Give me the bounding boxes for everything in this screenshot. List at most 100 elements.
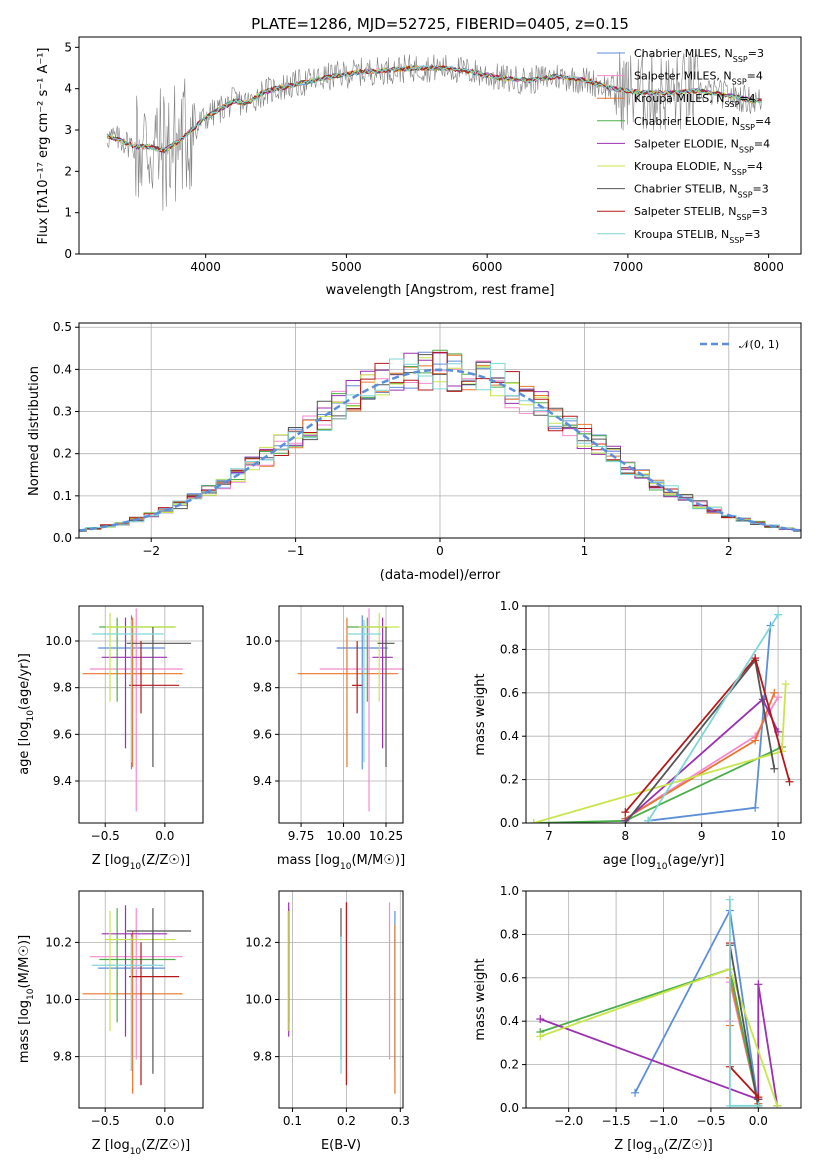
x-axis-label: (data-model)/error xyxy=(380,568,501,583)
x-tick-label: −0.5 xyxy=(696,1114,725,1128)
legend-label: Salpeter ELODIE, NSSP=4 xyxy=(634,137,770,154)
y-tick-label: 0.6 xyxy=(500,971,519,985)
x-axis-label: wavelength [Angstrom, rest frame] xyxy=(326,283,555,298)
x-axis-label: mass [log10(M/M☉)] xyxy=(277,853,405,872)
x-tick-label: 10.25 xyxy=(369,829,403,843)
mass-ebv-plot xyxy=(279,891,403,1108)
mass-ebv-panel: 0.1 0.2 0.3 9.8 10.0 10.2 E(B-V) xyxy=(245,890,410,1153)
axes-frame xyxy=(78,322,802,539)
y-tick-label: 0.0 xyxy=(500,816,519,830)
weight-line xyxy=(539,967,760,1106)
mass-Z-panel: −0.5 0.0 9.8 10.0 10.2 Z [log10(Z/Z☉)] mass [l… xyxy=(17,890,204,1157)
figure-panels: 4000 5000 6000 7000 8000 0 1 2 3 4 5 Chabrier MILES… xyxy=(17,36,802,1157)
y-tick-label: 2 xyxy=(64,164,72,178)
y-tick-label: 10.2 xyxy=(45,935,72,949)
x-tick-label: −0.5 xyxy=(91,1114,120,1128)
y-tick-label: 0.8 xyxy=(500,642,519,656)
mass-Z-plot xyxy=(79,891,203,1108)
y-tick-label: 0.8 xyxy=(500,927,519,941)
legend-label: Kroupa ELODIE, NSSP=4 xyxy=(634,160,763,177)
y-tick-label: 0.3 xyxy=(53,405,72,419)
y-tick-label: 3 xyxy=(64,123,72,137)
axes-frame xyxy=(78,36,802,255)
x-tick-label: −0.5 xyxy=(91,829,120,843)
y-tick-label: 9.8 xyxy=(253,1050,272,1064)
x-axis-label: Z [log10(Z/Z☉)] xyxy=(92,853,190,872)
age-Z-plot xyxy=(79,606,203,823)
y-tick-label: 0.4 xyxy=(53,362,72,376)
y-tick-label: 0.0 xyxy=(53,531,72,545)
x-tick-label: 10 xyxy=(770,829,785,843)
residuals-plot xyxy=(79,323,801,538)
weight-age-plot xyxy=(526,606,801,823)
y-tick-label: 0.4 xyxy=(500,729,519,743)
x-tick-label: 2 xyxy=(725,544,733,558)
legend-label: 𝒩(0, 1) xyxy=(739,338,779,351)
y-tick-label: 9.6 xyxy=(253,727,272,741)
x-tick-label: −1.0 xyxy=(649,1114,678,1128)
x-tick-label: 0.0 xyxy=(155,1114,174,1128)
y-axis-label: age [log10(age/yr)] xyxy=(17,653,36,775)
x-axis-label: age [log10(age/yr)] xyxy=(603,853,725,872)
legend-label: Salpeter STELIB, NSSP=3 xyxy=(634,205,768,222)
y-tick-label: 0.2 xyxy=(500,1058,519,1072)
model-spectrum xyxy=(106,65,762,152)
y-tick-label: 9.8 xyxy=(253,681,272,695)
x-axis-label: Z [log10(Z/Z☉)] xyxy=(92,1138,190,1157)
spectrum-plot xyxy=(106,51,762,211)
axes-frame xyxy=(525,605,802,824)
x-axis-label: Z [log10(Z/Z☉)] xyxy=(614,1138,712,1157)
y-tick-label: 10.0 xyxy=(45,993,72,1007)
y-tick-label: 9.4 xyxy=(253,774,272,788)
y-tick-label: 1.0 xyxy=(500,884,519,898)
y-tick-label: 9.4 xyxy=(53,774,72,788)
y-tick-label: 9.8 xyxy=(53,1050,72,1064)
y-axis-label: mass [log10(M/M☉)] xyxy=(17,935,36,1063)
axes-frame xyxy=(278,890,404,1109)
figure-title: PLATE=1286, MJD=52725, FIBERID=0405, z=0… xyxy=(251,15,629,33)
y-tick-label: 0.0 xyxy=(500,1101,519,1115)
y-axis-label: Normed distribution xyxy=(27,366,42,496)
y-tick-label: 5 xyxy=(64,40,72,54)
x-tick-label: 7000 xyxy=(613,260,644,274)
y-tick-label: 0.1 xyxy=(53,489,72,503)
y-axis-label: mass weight xyxy=(473,958,488,1040)
x-tick-label: 5000 xyxy=(331,260,362,274)
y-tick-label: 10.0 xyxy=(245,993,272,1007)
weight-line xyxy=(729,945,760,1108)
axes-frame xyxy=(525,890,802,1109)
legend-label: Kroupa STELIB, NSSP=3 xyxy=(634,228,760,245)
x-tick-label: 0.0 xyxy=(749,1114,768,1128)
y-axis-label: Flux [fλ10⁻¹⁷ erg cm⁻² s⁻¹ A⁻¹] xyxy=(36,48,51,245)
x-tick-label: −2 xyxy=(142,544,160,558)
legend-label: Salpeter MILES, NSSP=4 xyxy=(634,70,763,87)
spectrum-panel: 4000 5000 6000 7000 8000 0 1 2 3 4 5 Chabrier MILES… xyxy=(36,36,802,298)
axes-frame xyxy=(278,605,404,824)
y-tick-label: 1 xyxy=(64,206,72,220)
y-tick-label: 0.5 xyxy=(53,320,72,334)
residuals-panel: −2 −1 0 1 2 0.0 0.1 0.2 0.3 0.4 0.5 𝒩(0, 1) (data-mo… xyxy=(27,320,802,583)
x-tick-label: −1 xyxy=(287,544,305,558)
normal-curve xyxy=(79,368,801,532)
y-axis-label: mass weight xyxy=(473,673,488,755)
x-tick-label: 0.2 xyxy=(337,1114,356,1128)
y-tick-label: 9.6 xyxy=(53,727,72,741)
y-tick-label: 0.2 xyxy=(500,773,519,787)
x-tick-label: 9.75 xyxy=(288,829,315,843)
x-tick-label: 1 xyxy=(581,544,589,558)
x-tick-label: −1.5 xyxy=(602,1114,631,1128)
x-tick-label: 6000 xyxy=(472,260,503,274)
weight-Z-plot xyxy=(526,891,801,1108)
weight-line xyxy=(539,984,779,1106)
x-tick-label: 8 xyxy=(621,829,629,843)
residual-histogram xyxy=(79,358,801,532)
x-tick-label: 7 xyxy=(545,829,553,843)
x-axis-label: E(B-V) xyxy=(321,1138,361,1153)
x-tick-label: −2.0 xyxy=(554,1114,583,1128)
y-tick-label: 10.0 xyxy=(45,634,72,648)
axes-frame xyxy=(78,605,204,824)
age-mass-plot xyxy=(279,606,403,823)
y-tick-label: 0.2 xyxy=(53,447,72,461)
x-tick-label: 0.0 xyxy=(155,829,174,843)
weight-Z-panel: −2.0 −1.5 −1.0 −0.5 0.0 0.0 0.2 0.4 0.6 0.8 1.0 Z [… xyxy=(473,884,802,1157)
